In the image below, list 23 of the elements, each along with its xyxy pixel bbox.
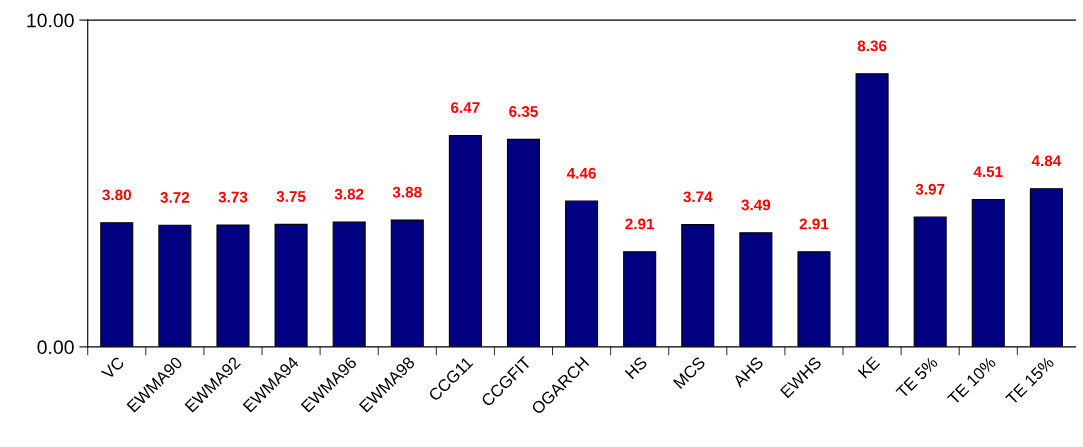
- y-tick-label: 10.00: [27, 13, 74, 28]
- data-label: 3.49: [741, 199, 771, 211]
- data-label: 3.73: [218, 191, 248, 203]
- data-label: 3.97: [915, 183, 945, 195]
- data-label: 6.35: [509, 106, 538, 117]
- data-label: 3.88: [392, 186, 422, 198]
- data-label: 3.72: [160, 192, 190, 203]
- data-label: 4.46: [566, 167, 596, 179]
- data-label: 6.47: [451, 102, 480, 113]
- data-label: 3.74: [683, 191, 713, 203]
- data-label: 3.80: [102, 189, 132, 201]
- x-tick-label: HS: [624, 356, 648, 380]
- x-tick-label: VC: [100, 355, 125, 381]
- data-label: 4.84: [1031, 155, 1062, 167]
- data-label: 8.36: [857, 40, 887, 52]
- data-label: 3.82: [334, 188, 364, 200]
- x-tick-label: KE: [857, 356, 881, 379]
- y-tick-label: 0.00: [37, 340, 74, 355]
- data-label: 2.91: [799, 218, 829, 230]
- x-tick-label: TE 5%: [895, 355, 939, 399]
- data-label: 2.91: [625, 218, 655, 230]
- data-label: 3.75: [276, 191, 306, 202]
- data-label: 4.51: [973, 166, 1003, 178]
